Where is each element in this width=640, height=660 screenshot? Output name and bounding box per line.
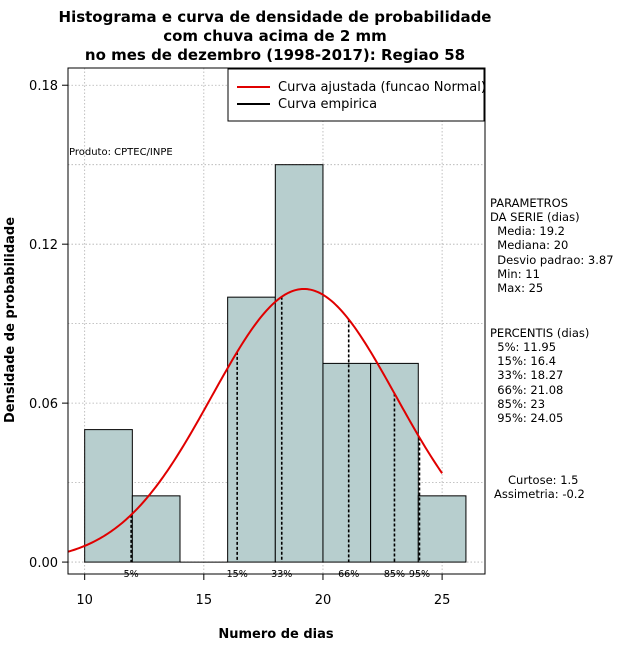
parametros-line: Min: 11: [490, 267, 540, 281]
y-tick-label: 0.18: [29, 79, 58, 94]
assimetria-text: Assimetria: -0.2: [494, 487, 585, 501]
axes: 10 15 20 25 0.00 0.06 0.12 0.18: [29, 79, 450, 608]
parametros-line: Media: 19.2: [490, 224, 565, 238]
y-axis-label: Densidade de probabilidade: [3, 217, 18, 423]
histogram-bar: [227, 296, 276, 563]
x-tick-label: 15: [196, 593, 213, 608]
x-tick-label: 10: [76, 593, 93, 608]
percentile-label: 33%: [271, 569, 292, 580]
percentis-line: 85%: 23: [490, 397, 545, 411]
x-tick-label: 20: [315, 593, 332, 608]
y-tick-label: 0.00: [29, 556, 58, 571]
parametros-line: Max: 25: [490, 281, 543, 295]
fitted-normal-curve: [67, 287, 443, 553]
legend-label-fitted: Curva ajustada (funcao Normal): [278, 80, 486, 95]
histogram-bar: [274, 164, 324, 563]
fitted-curve: [67, 287, 443, 553]
parametros-line: Desvio padrao: 3.87: [490, 253, 614, 267]
histogram-bar: [322, 362, 372, 563]
chart-title-line-2: com chuva acima de 2 mm: [163, 27, 387, 45]
percentile-label: 85%: [384, 569, 405, 580]
x-tick-label: 25: [434, 593, 451, 608]
curtose-text: Curtose: 1.5: [508, 473, 578, 487]
percentis-line: PERCENTIS (dias): [490, 326, 589, 340]
y-tick-label: 0.06: [29, 397, 58, 412]
histogram-bar: [84, 429, 133, 563]
percentile-label: 95%: [409, 569, 430, 580]
plot-frame: [67, 67, 486, 575]
parametros-block: PARAMETROS DA SERIE (dias) Media: 19.2 M…: [490, 196, 614, 295]
x-axis-label: Numero de dias: [218, 627, 334, 642]
produto-note: Produto: CPTEC/INPE: [69, 147, 173, 158]
percentis-line: 66%: 21.08: [490, 383, 563, 397]
chart-title-line-3: no mes de dezembro (1998-2017): Regiao 5…: [85, 46, 465, 64]
histogram-bar: [417, 495, 467, 563]
legend-box: [227, 68, 485, 122]
percentile-lines: 5% 15% 33% 66% 85% 95%: [124, 296, 430, 580]
chart-title-line-1: Histograma e curva de densidade de proba…: [59, 8, 492, 26]
percentile-label: 5%: [124, 569, 139, 580]
percentis-line: 95%: 24.05: [490, 411, 563, 425]
percentile-label: 15%: [227, 569, 248, 580]
percentis-line: 15%: 16.4: [490, 354, 556, 368]
parametros-line: Mediana: 20: [490, 238, 568, 252]
percentis-block: PERCENTIS (dias) 5%: 11.95 15%: 16.4 33%…: [490, 326, 589, 425]
parametros-line: DA SERIE (dias): [490, 210, 580, 224]
y-tick-label: 0.12: [29, 238, 58, 253]
legend-label-empirical: Curva empirica: [278, 97, 377, 112]
parametros-line: PARAMETROS: [490, 196, 568, 210]
percentis-line: 5%: 11.95: [490, 340, 556, 354]
histogram-bars: [84, 164, 467, 563]
percentile-label: 66%: [338, 569, 359, 580]
percentis-line: 33%: 18.27: [490, 368, 563, 382]
histogram-bar: [131, 495, 181, 563]
legend: Curva ajustada (funcao Normal) Curva emp…: [227, 68, 486, 122]
